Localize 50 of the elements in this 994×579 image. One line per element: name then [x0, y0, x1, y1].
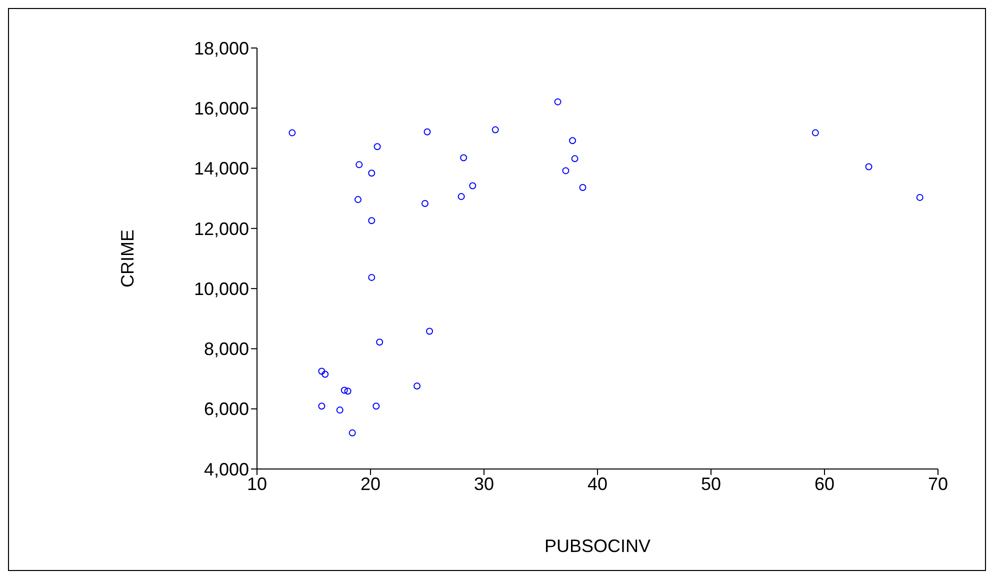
point [368, 217, 376, 224]
x-tick-label: 20 [360, 474, 381, 494]
point [469, 182, 476, 190]
y-tick-label: 14,000 [194, 158, 249, 179]
point [340, 386, 348, 394]
y-axis-title: CRIME [117, 230, 138, 288]
point [368, 170, 376, 177]
point [492, 126, 499, 134]
y-tick-label: 16,000 [194, 98, 249, 119]
point [812, 129, 819, 136]
point [865, 163, 872, 170]
point [376, 338, 384, 346]
point [336, 406, 344, 414]
point [579, 184, 586, 192]
point [414, 382, 421, 390]
point [458, 193, 465, 200]
point [368, 274, 376, 281]
x-tick-label: 60 [814, 474, 835, 494]
x-tick-label: 50 [700, 474, 722, 494]
point [562, 167, 570, 174]
x-tick-label: 40 [587, 474, 608, 494]
point [318, 368, 326, 375]
point [916, 194, 924, 201]
point [426, 328, 434, 335]
point [348, 429, 356, 436]
point [571, 155, 578, 162]
y-tick-label: 18,000 [194, 38, 249, 58]
point [356, 161, 363, 168]
point [372, 402, 380, 410]
point [421, 200, 428, 207]
point [344, 388, 352, 395]
page-frame: 10 20 30 40 50 60 70 PUBSOCINV 4,000 6,000 8,000 10,000 12,000 14,000 16,000 18,000 CRIME [8, 8, 986, 571]
point [424, 128, 431, 136]
y-tick-label: 12,000 [194, 218, 249, 239]
x-tick-label: 70 [928, 474, 948, 494]
x-tick-label: 30 [474, 474, 494, 494]
y-tick-label: 10,000 [194, 278, 249, 299]
y-tick-label: 8,000 [204, 339, 249, 360]
y-tick-label: 6,000 [204, 399, 249, 420]
point [318, 402, 326, 410]
point [569, 137, 576, 144]
point [374, 143, 381, 150]
x-axis-title: PUBSOCINV [544, 536, 651, 556]
point [554, 98, 562, 106]
x-tick-label: 10 [246, 474, 268, 494]
point [322, 370, 329, 378]
point [288, 129, 296, 136]
y-tick-label: 4,000 [204, 459, 249, 480]
point [460, 154, 468, 162]
point [354, 196, 362, 204]
